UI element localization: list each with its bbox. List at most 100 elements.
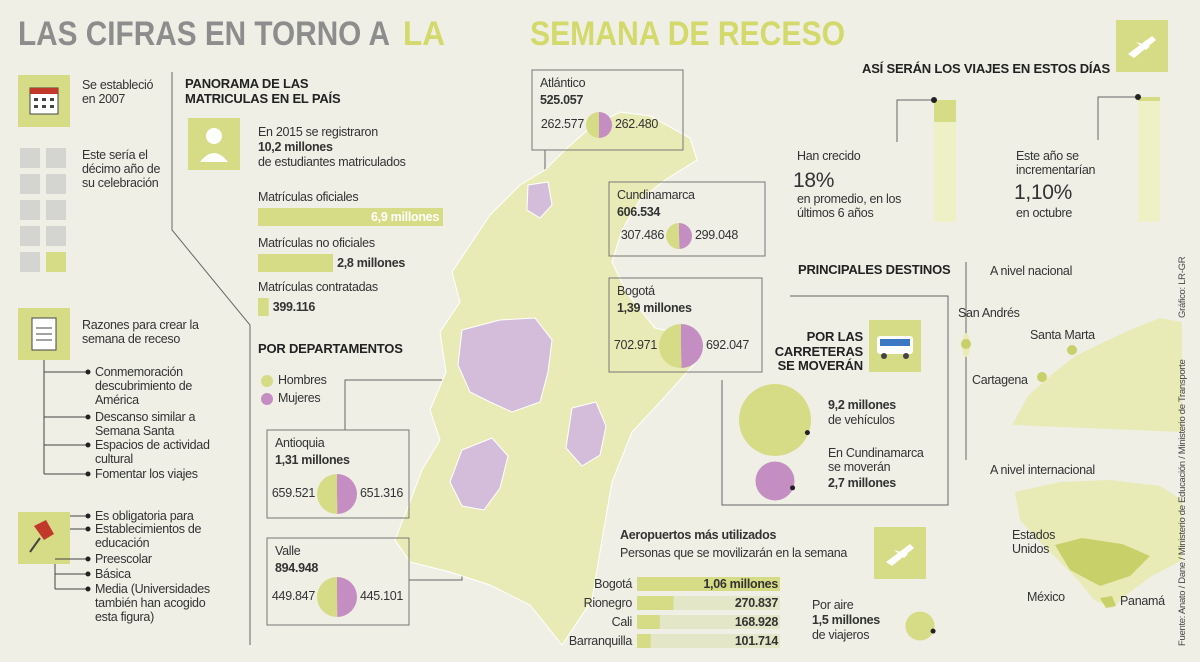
growth-detail: en promedio, en los últimos 6 años	[797, 192, 902, 220]
mandatory-item: Preescolar	[95, 552, 152, 566]
airport-name: Rionegro	[583, 596, 633, 610]
vehicles-detail: de vehículos	[828, 413, 895, 427]
map-heading: A nivel internacional	[990, 463, 1095, 477]
reason: Espacios de actividad cultural	[95, 438, 210, 466]
dot	[85, 442, 91, 448]
reason: Descanso similar a Semana Santa	[95, 410, 196, 438]
place: México	[1027, 590, 1065, 604]
bar-name: Matrículas oficiales	[258, 190, 359, 204]
legend-swatch	[261, 393, 273, 405]
department-box	[266, 429, 410, 519]
title-lead: LAS CIFRAS EN TORNO A	[18, 15, 390, 53]
section-heading: Razones para crear la semana de receso	[82, 318, 199, 346]
section-heading: Aeropuertos más utilizados	[620, 528, 777, 542]
legend-label: Mujeres	[278, 391, 321, 405]
bubble	[905, 611, 935, 641]
dot	[85, 414, 91, 420]
bar-label: 399.116	[272, 300, 316, 314]
reason: Fomentar los viajes	[95, 467, 198, 481]
bar-name: Matrículas no oficiales	[258, 236, 375, 250]
department-total: 606.534	[617, 205, 661, 219]
bubble	[755, 461, 795, 501]
airport-name: Barranquilla	[568, 634, 632, 648]
airport-value: 168.928	[734, 615, 778, 629]
pie-slice	[337, 577, 358, 617]
pie-slice	[659, 324, 682, 368]
bar-track	[637, 615, 780, 629]
forecast-value: 1,10%	[1014, 181, 1073, 204]
place: San Andrés	[958, 306, 1020, 320]
forecast-detail: en octubre	[1016, 206, 1073, 220]
forecast-bar	[1138, 97, 1160, 222]
section-heading: PRINCIPALES DESTINOS	[798, 262, 951, 277]
section-heading: ASÍ SERÁN LOS VIAJES EN ESTOS DÍAS	[862, 61, 1110, 76]
dot	[85, 471, 91, 477]
pie-label: 262.577	[540, 117, 584, 131]
department-total: 1,39 millones	[617, 301, 692, 315]
icon-bus	[869, 320, 921, 372]
bar-name: Matrículas contratadas	[258, 280, 378, 294]
department-name: Cundinamarca	[617, 188, 695, 202]
reason: Conmemoración descubrimiento de América	[95, 365, 193, 407]
bubble	[739, 384, 811, 456]
department-total: 525.057	[540, 93, 584, 107]
forecast-lead: Este año se incrementarían	[1016, 149, 1096, 177]
bar	[258, 254, 334, 272]
dot	[1135, 94, 1141, 100]
vehicles-value: 9,2 millones	[828, 398, 896, 412]
section-heading: Es obligatoria para	[95, 509, 194, 523]
map-regions	[449, 181, 607, 511]
dot	[85, 526, 91, 532]
pie-label: 651.316	[360, 486, 404, 500]
icon-pin	[18, 512, 70, 564]
airport-value: 1,06 millones	[703, 577, 778, 591]
by-air-detail: de viajeros	[812, 628, 870, 642]
credit: Fuente: Anato / Dane / Ministerio de Edu…	[1177, 359, 1188, 647]
mandatory-item: Media (Universidades también han acogido…	[95, 582, 210, 624]
note: Se estableció en 2007	[82, 78, 154, 106]
bar	[637, 634, 651, 648]
section-heading: POR LAS CARRETERAS SE MOVERÁN	[774, 329, 863, 374]
bar-label: 2,8 millones	[337, 256, 406, 270]
airport-name: Cali	[611, 615, 633, 629]
by-air-lead: Por aire	[812, 598, 854, 612]
map-usa	[1055, 538, 1150, 586]
map-national	[1012, 318, 1182, 432]
pie-label: 299.048	[695, 228, 739, 242]
icon-plane	[1116, 20, 1168, 72]
note: Este sería el décimo año de su celebraci…	[82, 148, 161, 190]
map-colombia	[394, 111, 701, 646]
place: Panamá	[1120, 594, 1165, 608]
dot	[931, 97, 937, 103]
department-box	[266, 537, 410, 626]
bar-label: 6,9 millones	[371, 210, 439, 224]
dot	[85, 369, 91, 375]
department-name: Bogotá	[617, 284, 655, 298]
cundinamarca-value: 2,7 millones	[828, 476, 896, 490]
pie-label: 262.480	[615, 117, 659, 131]
intro-total: 10,2 millones	[258, 140, 333, 154]
place: Santa Marta	[1030, 328, 1095, 342]
cundinamarca-lead: En Cundinamarca se moverán	[828, 446, 924, 474]
department-box	[608, 181, 766, 257]
dot	[790, 485, 796, 491]
map-panama	[1100, 596, 1116, 608]
pie-label: 702.971	[613, 338, 657, 352]
pie-slice	[679, 223, 692, 249]
icon-plane-airports	[874, 527, 926, 579]
department-name: Valle	[275, 544, 301, 558]
pie-label: 692.047	[706, 338, 750, 352]
department-total: 894.948	[275, 561, 319, 575]
credit: Gráfico: LR-GR	[1177, 256, 1188, 318]
mandatory-item: Básica	[95, 567, 131, 581]
section-heading: PANORAMA DE LAS MATRICULAS EN EL PAÍS	[185, 76, 341, 106]
pie-slice	[317, 577, 338, 618]
growth-bar-fill	[934, 100, 956, 122]
airport-value: 270.837	[734, 596, 778, 610]
growth-value: 18%	[793, 169, 835, 192]
dot	[930, 628, 936, 634]
department-box	[531, 69, 684, 151]
place: Cartagena	[972, 373, 1028, 387]
